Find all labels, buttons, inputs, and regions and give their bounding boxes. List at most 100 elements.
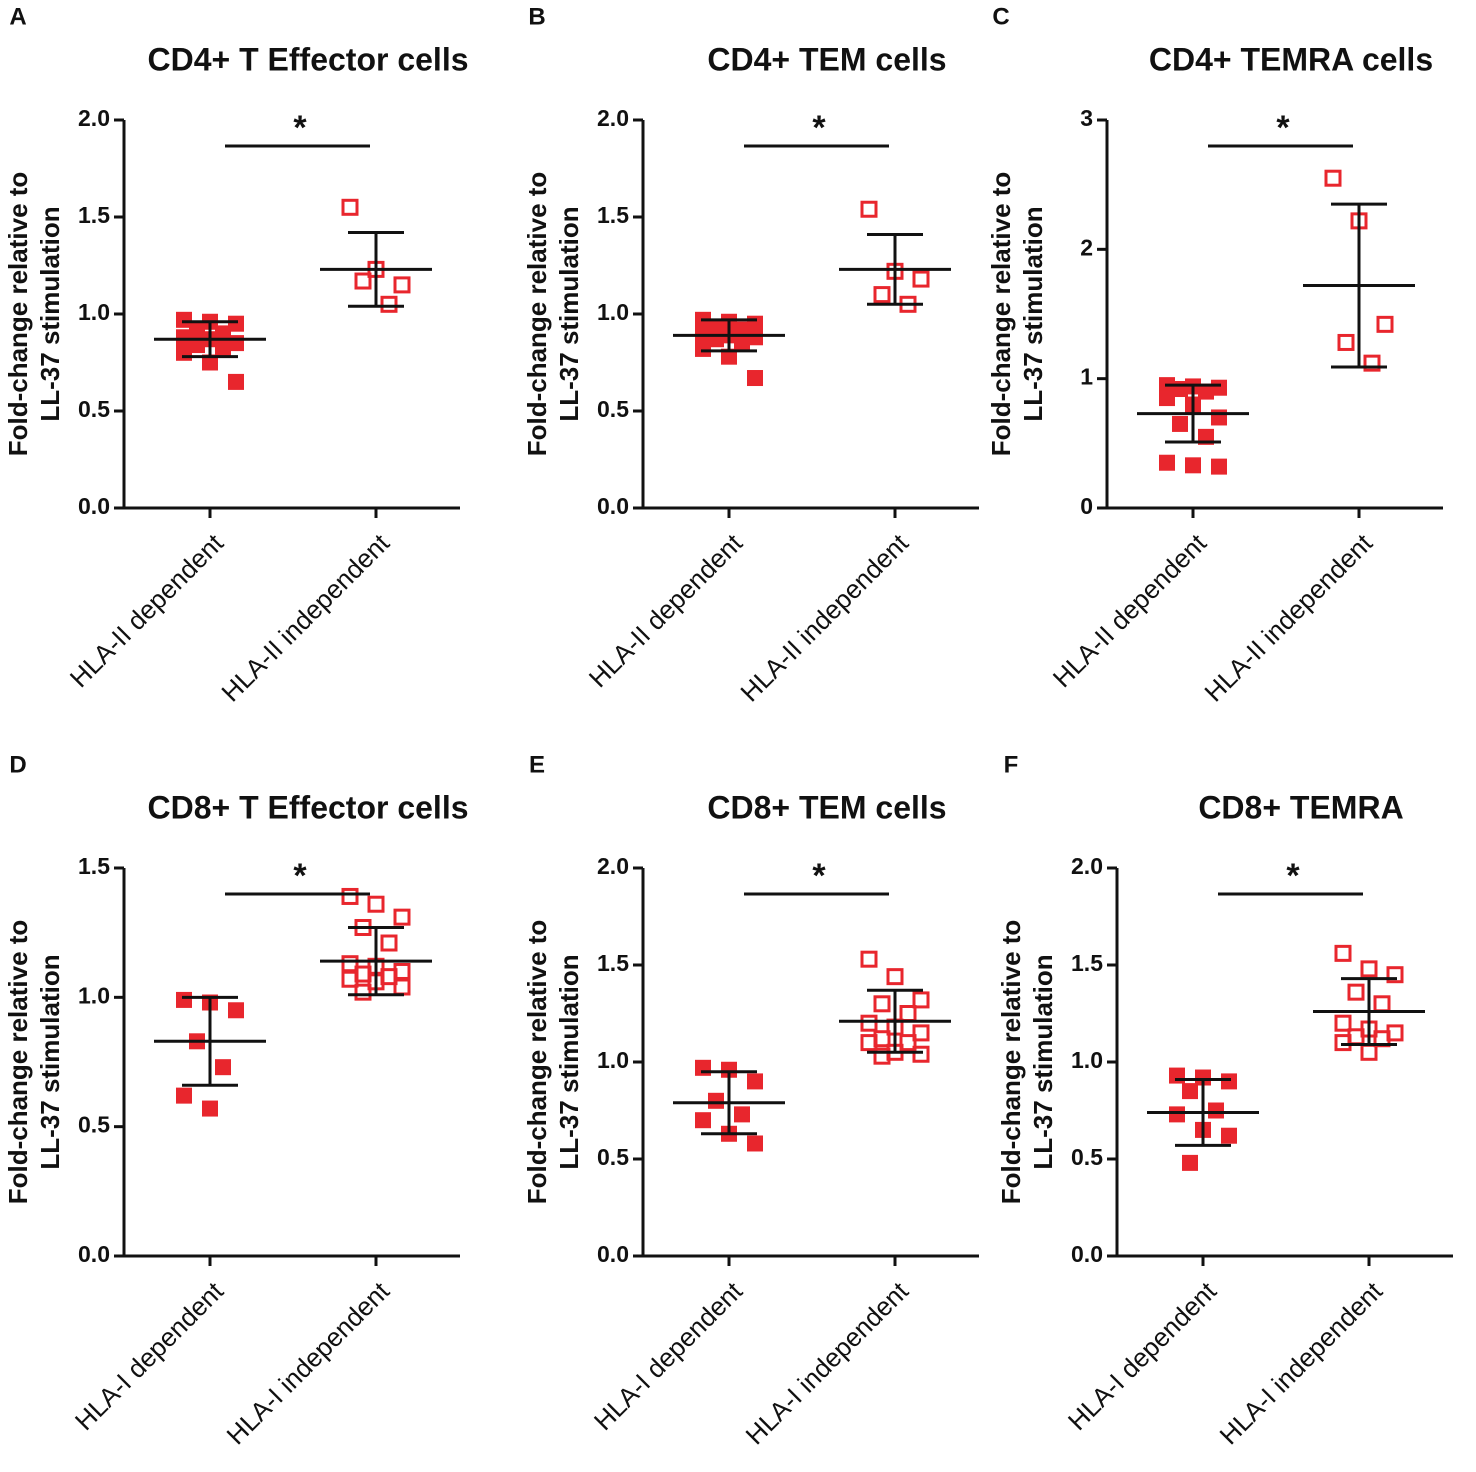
data-point <box>1221 1127 1237 1144</box>
data-point <box>354 983 372 1001</box>
y-tick-label: 0.5 <box>597 1144 629 1170</box>
data-point <box>899 1005 917 1022</box>
y-axis-label: Fold-change relative to <box>3 172 33 457</box>
panel-letter: C <box>992 3 1009 30</box>
chart-title: CD4+ TEMRA cells <box>1149 41 1433 77</box>
y-axis-label: LL-37 stimulation <box>554 954 584 1169</box>
data-point <box>747 370 763 387</box>
data-point <box>1360 1043 1378 1061</box>
data-point <box>747 1073 763 1090</box>
y-tick-label: 1 <box>1080 364 1093 390</box>
data-point <box>228 373 244 390</box>
x-tick-label: HLA-I dependent <box>69 1275 230 1436</box>
data-point <box>1334 944 1352 962</box>
data-point <box>1324 169 1342 187</box>
data-point <box>873 995 891 1013</box>
data-point <box>1386 966 1404 984</box>
y-tick-label: 0.0 <box>597 493 629 519</box>
y-tick-label: 1.5 <box>597 950 629 976</box>
data-point <box>341 198 359 216</box>
significance-label: * <box>1276 109 1290 147</box>
data-point <box>176 329 192 346</box>
data-point <box>695 340 711 357</box>
data-point <box>1360 960 1378 978</box>
data-point <box>886 968 904 986</box>
y-tick-label: 1.5 <box>1071 950 1103 976</box>
y-tick-label: 0.5 <box>597 396 629 422</box>
data-point <box>1211 409 1227 426</box>
data-point <box>695 1112 711 1129</box>
data-point <box>354 272 372 290</box>
y-axis-label: LL-37 stimulation <box>1018 206 1048 421</box>
chart-title: CD8+ TEM cells <box>707 789 946 825</box>
data-point <box>380 295 398 313</box>
y-axis-label: LL-37 stimulation <box>35 206 65 421</box>
y-tick-label: 2.0 <box>78 105 110 131</box>
data-point <box>393 276 411 294</box>
data-point <box>912 991 930 1009</box>
panel: B CD4+ TEM cells Fold-change relative to LL… <box>522 3 979 708</box>
significance-label: * <box>1286 857 1300 895</box>
data-point <box>1376 315 1394 333</box>
data-point <box>1347 983 1365 1001</box>
data-point <box>1159 454 1175 471</box>
x-tick-label: HLA-I dependent <box>588 1275 749 1436</box>
data-point <box>202 1100 218 1117</box>
x-tick-label: HLA-I independent <box>740 1275 915 1450</box>
x-tick-label: HLA-II dependent <box>583 527 749 693</box>
y-tick-label: 1.0 <box>78 982 110 1008</box>
y-tick-label: 2.0 <box>1071 853 1103 879</box>
data-point <box>734 1106 750 1123</box>
data-point <box>747 1135 763 1152</box>
data-point <box>1195 1069 1211 1086</box>
y-tick-label: 0.0 <box>1071 1241 1103 1267</box>
data-point <box>228 315 244 332</box>
panel-letter: E <box>529 751 545 778</box>
data-point <box>1182 1154 1198 1171</box>
y-tick-label: 1.0 <box>78 299 110 325</box>
data-point <box>860 200 878 218</box>
data-point <box>912 1024 930 1042</box>
y-tick-label: 1.0 <box>597 1047 629 1073</box>
y-tick-label: 0.0 <box>78 493 110 519</box>
data-point <box>1221 1073 1237 1090</box>
data-point <box>1198 383 1214 400</box>
data-point <box>721 1061 737 1078</box>
y-tick-label: 3 <box>1080 105 1093 131</box>
chart-title: CD8+ TEMRA <box>1198 789 1403 825</box>
panel: A CD4+ T Effector cells Fold-change relati… <box>3 3 469 707</box>
data-point <box>860 1034 878 1052</box>
data-point <box>228 1002 244 1019</box>
data-point <box>189 321 205 338</box>
data-point <box>899 1034 917 1052</box>
data-point <box>860 1014 878 1032</box>
y-axis-label: Fold-change relative to <box>996 920 1026 1205</box>
y-tick-label: 1.5 <box>78 202 110 228</box>
y-tick-label: 1.5 <box>78 853 110 879</box>
data-point <box>341 955 359 973</box>
y-tick-label: 1.0 <box>1071 1047 1103 1073</box>
y-tick-label: 2 <box>1080 234 1093 260</box>
data-point <box>341 970 359 988</box>
data-point <box>1334 1034 1352 1052</box>
data-point <box>734 335 750 352</box>
data-point <box>341 887 359 905</box>
data-point <box>215 325 231 342</box>
data-point <box>747 329 763 346</box>
x-tick-label: HLA-II independent <box>1198 527 1378 707</box>
y-tick-label: 0.0 <box>597 1241 629 1267</box>
data-point <box>393 908 411 926</box>
chart-title: CD8+ T Effector cells <box>148 789 469 825</box>
x-tick-label: HLA-I independent <box>1214 1275 1389 1450</box>
data-point <box>912 270 930 288</box>
panel: E CD8+ TEM cells Fold-change relative to LL… <box>522 751 979 1450</box>
x-tick-label: HLA-II dependent <box>64 527 230 693</box>
y-tick-label: 1.5 <box>597 202 629 228</box>
significance-label: * <box>293 109 307 147</box>
significance-label: * <box>812 857 826 895</box>
data-point <box>215 340 231 357</box>
data-point <box>202 354 218 371</box>
y-tick-label: 0.5 <box>78 1112 110 1138</box>
data-point <box>1208 1102 1224 1119</box>
